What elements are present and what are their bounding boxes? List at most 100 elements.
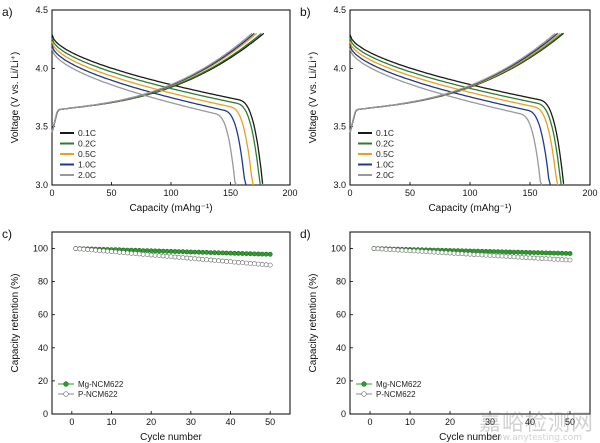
x-axis-label: Capacity (mAhg⁻¹) xyxy=(428,203,511,214)
discharge-curve-0_5C xyxy=(349,41,559,186)
data-point xyxy=(109,249,114,254)
y-tick-label: 100 xyxy=(33,244,48,254)
x-tick-label: 40 xyxy=(225,417,235,427)
y-tick-label: 3.0 xyxy=(333,180,346,190)
charge-curve-0_5C xyxy=(51,32,258,133)
y-tick-label: 0 xyxy=(341,409,346,419)
data-point xyxy=(403,247,409,253)
x-tick-label: 50 xyxy=(265,417,275,427)
data-point xyxy=(208,257,214,263)
data-point xyxy=(563,257,569,263)
data-point xyxy=(160,248,166,254)
legend-label: 1.0C xyxy=(78,160,96,170)
y-tick-label: 4.5 xyxy=(333,5,346,15)
data-point xyxy=(483,252,489,258)
panel-letter: a) xyxy=(2,5,13,19)
x-tick-label: 0 xyxy=(367,417,372,427)
data-point xyxy=(439,250,445,255)
y-tick-label: 3.0 xyxy=(35,180,48,190)
data-point xyxy=(511,254,517,260)
data-point xyxy=(184,249,190,255)
data-point xyxy=(491,253,497,258)
data-point xyxy=(148,252,154,258)
legend-marker xyxy=(361,381,367,387)
data-point xyxy=(128,250,134,256)
data-point xyxy=(224,250,229,256)
y-tick-label: 40 xyxy=(336,343,346,353)
data-point xyxy=(93,247,98,253)
x-axis-label: Cycle number xyxy=(439,432,501,443)
x-tick-label: 100 xyxy=(163,188,178,198)
data-point xyxy=(491,249,497,254)
data-point xyxy=(487,252,493,258)
data-point xyxy=(559,250,565,256)
data-point xyxy=(176,254,182,260)
data-point xyxy=(471,252,477,257)
data-point xyxy=(89,247,95,253)
y-tick-label: 4.0 xyxy=(333,63,346,73)
y-tick-label: 80 xyxy=(336,277,346,287)
data-point xyxy=(515,249,521,255)
x-tick-label: 10 xyxy=(405,417,415,427)
y-tick-label: 4.5 xyxy=(35,5,48,15)
x-tick-label: 0 xyxy=(49,188,54,198)
data-point xyxy=(216,258,221,264)
data-point xyxy=(543,250,549,256)
data-point xyxy=(507,254,513,259)
data-point xyxy=(160,253,166,259)
data-point xyxy=(447,250,453,256)
data-point xyxy=(495,249,501,255)
data-point xyxy=(97,248,102,253)
x-tick-label: 20 xyxy=(445,417,455,427)
data-point xyxy=(431,249,437,255)
charge-curve-0_5C xyxy=(349,32,561,133)
data-point xyxy=(140,251,146,257)
data-point xyxy=(511,249,517,255)
data-point xyxy=(105,248,110,254)
data-point xyxy=(507,249,513,255)
data-point xyxy=(255,261,261,267)
data-point xyxy=(555,250,561,256)
data-point xyxy=(547,250,553,256)
charge-curve-1_0C xyxy=(51,32,255,133)
legend-marker xyxy=(63,391,69,397)
data-point xyxy=(152,248,158,254)
data-point xyxy=(531,255,537,261)
data-point xyxy=(551,256,557,262)
data-point xyxy=(220,250,225,256)
data-point xyxy=(455,251,461,256)
data-point xyxy=(73,246,79,251)
data-point xyxy=(228,259,233,265)
data-point xyxy=(235,250,241,256)
data-point xyxy=(411,248,417,254)
data-point xyxy=(247,251,253,257)
legend-label: 2.0C xyxy=(78,170,96,180)
y-tick-label: 0 xyxy=(43,409,48,419)
data-point xyxy=(188,255,194,261)
x-tick-label: 150 xyxy=(522,188,537,198)
plot-frame xyxy=(349,231,591,415)
data-point xyxy=(375,246,381,252)
panel-letter: b) xyxy=(300,5,311,19)
data-point xyxy=(503,253,509,259)
data-point xyxy=(383,246,389,252)
data-point xyxy=(539,256,545,261)
legend-label: 0.5C xyxy=(78,149,96,159)
charge-curve-2_0C xyxy=(349,32,556,133)
y-tick-label: 60 xyxy=(38,310,48,320)
data-point xyxy=(204,257,210,263)
data-point xyxy=(180,249,186,255)
data-point xyxy=(391,247,397,253)
x-tick-label: 0 xyxy=(69,417,74,427)
data-point xyxy=(555,256,561,262)
legend-label: P-NCM622 xyxy=(78,390,118,399)
legend-marker xyxy=(361,391,367,397)
data-point xyxy=(487,249,493,254)
y-axis-label: Voltage (V vs. Li/Li⁺) xyxy=(308,52,319,143)
x-tick-label: 30 xyxy=(186,417,196,427)
legend-label: Mg-NCM622 xyxy=(78,380,124,389)
legend-label: 1.0C xyxy=(376,160,394,170)
discharge-curve-0_1C xyxy=(349,34,565,184)
x-tick-label: 50 xyxy=(106,188,116,198)
data-point xyxy=(148,248,154,254)
